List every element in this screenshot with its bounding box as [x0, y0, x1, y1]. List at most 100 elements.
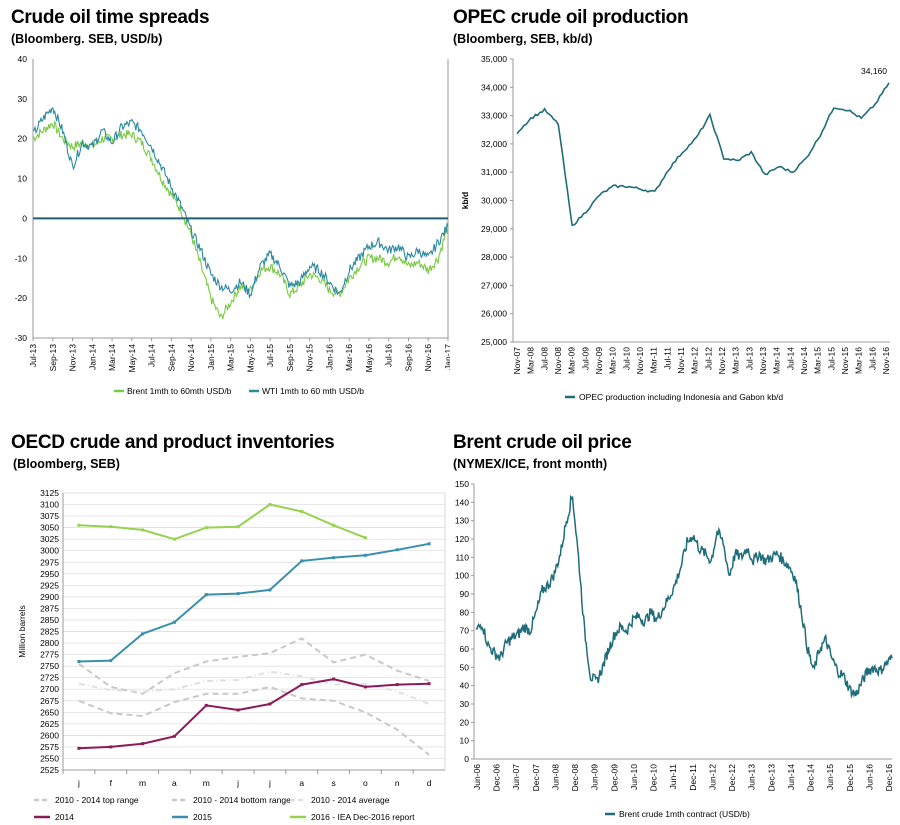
x-tick-label: j: [77, 778, 80, 788]
chart-subtitle: (NYMEX/ICE, front month): [453, 457, 608, 471]
x-tick-label: Nov-08: [553, 347, 563, 375]
x-tick-label: Mar-16: [344, 344, 354, 371]
x-tick-label: Dec-07: [531, 764, 541, 792]
y-axis-label: kb/d: [460, 192, 470, 209]
x-tick-label: Nov-10: [635, 347, 645, 375]
data-marker: [268, 588, 272, 592]
brent-price-chart: 1501401301201101009080706050403020100Jun…: [455, 479, 894, 819]
data-marker: [300, 683, 304, 687]
y-tick-label: 0: [22, 213, 27, 223]
x-tick-label: Nov-16: [881, 347, 891, 375]
x-tick-label: Jul-15: [265, 344, 275, 367]
y-tick-label: 2875: [40, 603, 59, 613]
x-tick-label: Nov-11: [676, 347, 686, 374]
x-tick-label: Dec-15: [845, 764, 855, 792]
x-tick-label: Nov-16: [423, 344, 433, 372]
y-tick-label: 31,000: [481, 167, 507, 177]
data-marker: [236, 525, 240, 529]
x-tick-label: Dec-12: [727, 764, 737, 792]
y-tick-label: 25,000: [481, 337, 507, 347]
x-tick-label: Nov-12: [717, 347, 727, 375]
x-tick-label: Jul-10: [621, 347, 631, 370]
x-tick-label: Dec-09: [609, 764, 619, 792]
y-tick-label: 50: [460, 662, 470, 672]
x-tick-label: Nov-15: [840, 347, 850, 375]
opec-production-chart: 35,000 34,000 33,000 32,000 31,000 30,000 29,0…: [460, 54, 891, 402]
y-tick-label: 100: [455, 571, 469, 581]
x-tick-label: Dec-14: [806, 764, 816, 792]
series-line: [78, 678, 430, 750]
x-tick-label: Dec-08: [570, 764, 580, 792]
x-tick-label: Jul-16: [384, 344, 394, 367]
x-tick-label: d: [427, 778, 432, 788]
chart-subtitle: (Bloomberg. SEB, USD/b): [11, 32, 163, 46]
y-tick-label: 2775: [40, 650, 59, 660]
data-marker: [332, 677, 336, 681]
x-tick-label: Jun-12: [707, 764, 717, 790]
data-marker: [204, 703, 208, 707]
x-tick-label: Jul-15: [826, 347, 836, 370]
y-tick-label: 2925: [40, 580, 59, 590]
x-tick-label: Jul-14: [785, 347, 795, 370]
panel-opec-production: OPEC crude oil production (Bloomberg, SE…: [450, 0, 900, 410]
x-tick-label: Jul-16: [867, 347, 877, 370]
data-marker: [109, 659, 113, 663]
y-tick-label: 70: [460, 626, 470, 636]
y-tick-label: 3100: [40, 500, 59, 510]
y-tick-label: 3000: [40, 546, 59, 556]
x-tick-label: f: [110, 778, 113, 788]
data-marker: [300, 559, 304, 563]
x-tick-label: May-14: [127, 344, 137, 373]
y-tick-label: 140: [455, 497, 469, 507]
x-tick-label: Dec-16: [884, 764, 894, 792]
y-tick-label: 30: [18, 94, 28, 104]
data-marker: [204, 593, 208, 597]
y-tick-label: 20: [460, 717, 470, 727]
panel-oecd-inventories: OECD crude and product inventories (Bloo…: [0, 420, 450, 825]
x-tick-label: Sep-14: [166, 344, 176, 372]
y-tick-label: 0: [464, 754, 469, 764]
y-tick-label: 2950: [40, 569, 59, 579]
y-tick-label: 2675: [40, 696, 59, 706]
legend-label: Brent crude 1mth contract (USD/b): [619, 809, 750, 819]
y-tick-label: 150: [455, 479, 469, 489]
series-line: [516, 82, 890, 226]
legend-label: Brent 1mth to 60mth USD/b: [127, 386, 232, 396]
y-tick-label: 3050: [40, 523, 59, 533]
y-tick-label: 2900: [40, 592, 59, 602]
x-tick-label: Mar-15: [813, 347, 823, 374]
x-tick-label: Mar-08: [526, 347, 536, 374]
y-tick-label: 40: [460, 681, 470, 691]
y-tick-label: 2725: [40, 673, 59, 683]
x-tick-label: Mar-14: [107, 344, 117, 371]
x-tick-label: Sep-15: [285, 344, 295, 372]
y-tick-label: 2550: [40, 753, 59, 763]
x-tick-label: Jun-06: [472, 764, 482, 790]
y-tick-label: 26,000: [481, 309, 507, 319]
y-tick-label: 20: [18, 134, 28, 144]
series-line: [78, 670, 430, 705]
y-tick-label: 29,000: [481, 224, 507, 234]
x-tick-label: Dec-10: [649, 764, 659, 792]
data-marker: [268, 702, 272, 706]
y-tick-label: 27,000: [481, 280, 507, 290]
x-tick-label: a: [299, 778, 304, 788]
data-marker: [77, 523, 81, 527]
y-tick-label: -10: [15, 253, 28, 263]
x-tick-label: a: [172, 778, 177, 788]
x-tick-label: Jun-07: [511, 764, 521, 790]
data-marker: [332, 523, 336, 527]
x-tick-label: j: [236, 778, 239, 788]
x-tick-label: Jan-15: [206, 344, 216, 370]
y-tick-label: 3125: [40, 488, 59, 498]
data-marker: [395, 548, 399, 552]
x-tick-label: Nov-15: [305, 344, 315, 372]
legend-label: OPEC production including Indonesia and …: [579, 392, 783, 402]
chart-title: OECD crude and product inventories: [11, 432, 335, 453]
legend-label: 2010 - 2014 bottom range: [193, 795, 291, 805]
x-tick-label: o: [363, 778, 368, 788]
x-tick-label: Jul-09: [580, 347, 590, 370]
data-marker: [141, 632, 145, 636]
x-tick-label: Mar-10: [608, 347, 618, 374]
